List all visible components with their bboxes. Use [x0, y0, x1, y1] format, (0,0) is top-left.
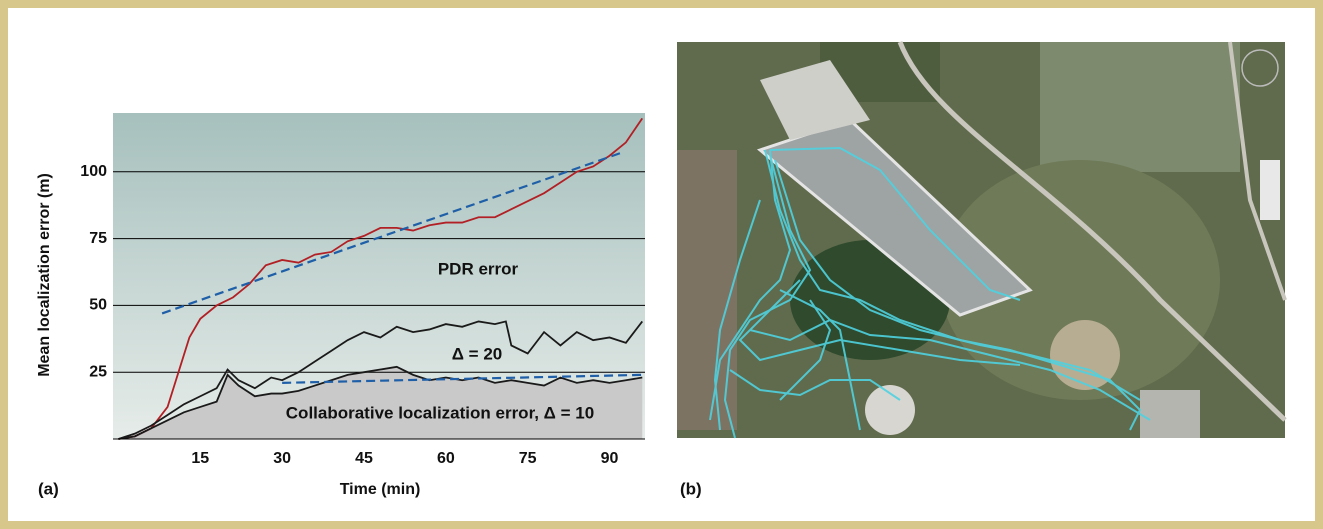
series-annotation: Collaborative localization error, Δ = 10 — [286, 403, 594, 422]
y-tick-label: 50 — [89, 297, 107, 314]
y-tick-label: 25 — [89, 363, 107, 380]
x-axis-label: Time (min) — [340, 481, 421, 498]
x-tick-label: 60 — [437, 450, 455, 467]
x-tick-label: 45 — [355, 450, 373, 467]
series-annotation: Δ = 20 — [452, 344, 503, 363]
plot — [113, 113, 645, 439]
satellite-image — [677, 42, 1285, 438]
y-tick-label: 75 — [89, 230, 107, 247]
x-tick-label: 15 — [191, 450, 209, 467]
x-tick-label: 30 — [273, 450, 291, 467]
x-tick-label: 90 — [601, 450, 619, 467]
series-annotation: PDR error — [438, 259, 519, 278]
y-axis-label: Mean localization error (m) — [36, 173, 53, 377]
y-tick-label: 100 — [80, 163, 107, 180]
figure: Mean localization error (m) Time (min) (… — [0, 0, 1323, 529]
x-tick-label: 75 — [519, 450, 537, 467]
panel-label: (b) — [680, 479, 702, 498]
panel-label: (a) — [38, 479, 59, 498]
